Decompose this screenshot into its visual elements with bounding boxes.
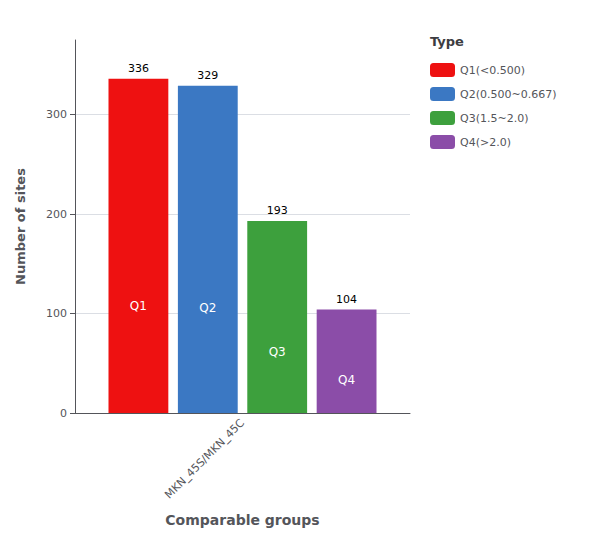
svg-text:Q1(<0.500): Q1(<0.500) [460, 64, 525, 77]
svg-text:329: 329 [197, 69, 218, 82]
svg-text:MKN_45S/MKN_45C: MKN_45S/MKN_45C [162, 416, 247, 501]
svg-text:Comparable groups: Comparable groups [165, 512, 319, 528]
svg-text:Q2(0.500~0.667): Q2(0.500~0.667) [460, 88, 556, 101]
svg-text:Q4: Q4 [338, 373, 355, 387]
svg-text:Q1: Q1 [130, 299, 147, 313]
svg-text:104: 104 [336, 293, 357, 306]
svg-text:193: 193 [267, 204, 288, 217]
svg-text:Q4(>2.0): Q4(>2.0) [460, 136, 511, 149]
svg-text:Type: Type [430, 34, 464, 49]
svg-text:100: 100 [46, 307, 67, 320]
svg-text:Q2: Q2 [199, 301, 216, 315]
svg-text:200: 200 [46, 208, 67, 221]
svg-text:Q3: Q3 [269, 345, 286, 359]
svg-text:336: 336 [128, 62, 149, 75]
svg-text:Q3(1.5~2.0): Q3(1.5~2.0) [460, 112, 528, 125]
svg-text:300: 300 [46, 108, 67, 121]
svg-text:0: 0 [60, 407, 67, 420]
svg-text:Number of sites: Number of sites [13, 168, 28, 285]
